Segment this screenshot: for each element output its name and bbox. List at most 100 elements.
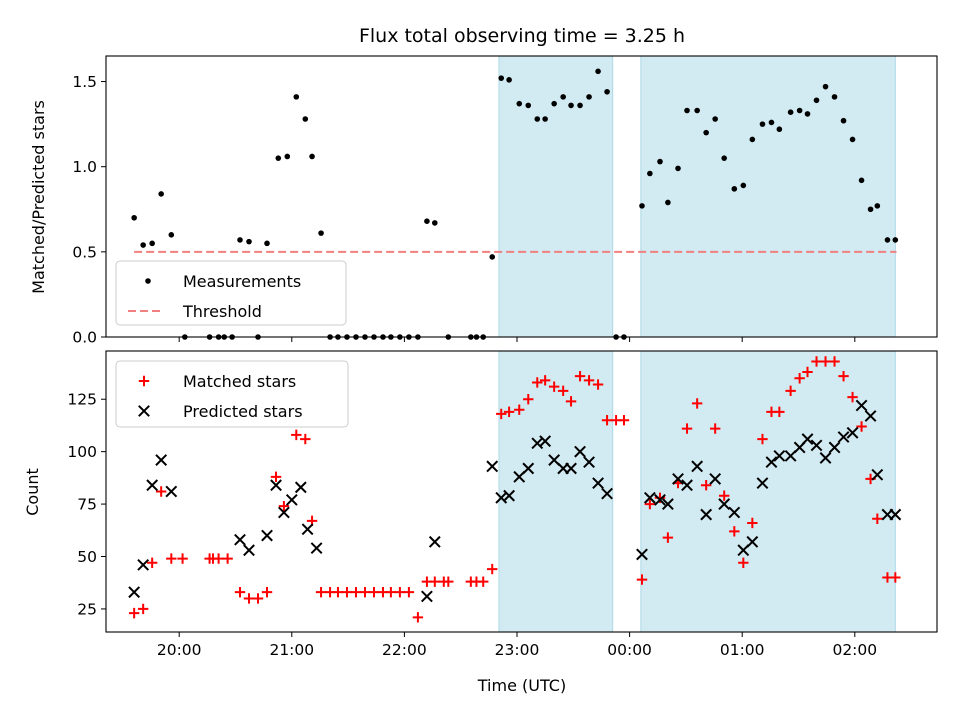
predicted-star-point (574, 445, 586, 458)
measurement-point (776, 126, 783, 133)
measurement-point (849, 136, 856, 143)
matched-star-point (332, 586, 344, 598)
matched-star-point (681, 423, 693, 434)
measurement-point (796, 107, 803, 114)
matched-star-point (514, 404, 525, 415)
matched-star-point (539, 375, 551, 386)
predicted-star-point (270, 479, 282, 492)
bottom-y-tick-label: 50 (77, 548, 97, 566)
measurement-points (131, 68, 899, 340)
matched-star-point (729, 526, 740, 537)
top-legend-box (115, 260, 347, 326)
bottom-shaded-interval (498, 350, 614, 633)
measurement-point (874, 203, 881, 209)
matched-star-point (838, 370, 849, 382)
bottom-y-tick-label: 25 (77, 600, 97, 618)
matched-star-point (429, 576, 440, 587)
predicted-star-point (718, 498, 731, 510)
matched-star-point (709, 423, 721, 434)
measurement-point (140, 242, 146, 248)
chart-title: Flux total observing time = 3.25 h (359, 25, 685, 47)
matched-star-point (802, 366, 813, 378)
bottom-x-ticks: 20:00 21:00 22:00 23:00 00:00 01:00 02:00 (157, 632, 877, 659)
predicted-star-point (301, 523, 314, 536)
predicted-star-point (583, 456, 595, 469)
measurement-point (318, 230, 324, 236)
measurement-point (568, 102, 574, 109)
x-tick-label: 22:00 (382, 641, 427, 659)
predicted-star-point (137, 558, 150, 571)
predicted-star-point (146, 479, 159, 492)
matched-star-point (829, 356, 840, 367)
matched-star-point (177, 553, 188, 564)
matched-star-point (252, 593, 264, 604)
top-shaded-interval (640, 55, 896, 338)
predicted-star-point (643, 491, 656, 504)
matched-star-point (394, 586, 406, 598)
measurement-point (551, 100, 557, 107)
matched-star-point (532, 377, 543, 388)
matched-star-point (811, 356, 822, 367)
matched-star-point (213, 553, 224, 564)
matched-star-point (315, 586, 327, 598)
matched-star-point (557, 385, 569, 397)
matched-star-point (856, 421, 867, 432)
bottom-legend-swatch (138, 405, 150, 417)
measurement-point (525, 102, 532, 109)
measurement-point (712, 116, 718, 122)
x-tick-label: 20:00 (157, 641, 202, 659)
measurement-point (721, 155, 727, 161)
predicted-star-point (548, 454, 561, 466)
matched-star-point (350, 586, 362, 598)
predicted-star-point (691, 460, 704, 473)
predicted-star-point (601, 487, 613, 500)
x-axis-label: Time (UTC) (477, 676, 566, 695)
matched-star-point (496, 408, 507, 420)
measurement-point (542, 116, 548, 122)
predicted-star-point (421, 590, 433, 603)
matched-star-point (222, 553, 233, 564)
predicted-star-point (285, 493, 298, 506)
predicted-star-point (672, 473, 684, 485)
predicted-star-point (294, 481, 307, 494)
x-tick-label: 21:00 (269, 641, 314, 659)
matched-star-point (403, 586, 415, 598)
matched-star-point (691, 398, 703, 409)
bottom-shaded-intervals (498, 350, 896, 633)
measurement-point (595, 68, 601, 75)
measurement-point (731, 186, 738, 192)
matched-star-point (234, 586, 246, 598)
matched-star-point (820, 356, 831, 367)
predicted-star-point (773, 449, 786, 462)
measurement-point (309, 153, 315, 160)
measurement-point (489, 254, 496, 260)
bottom-panel: 25 50 75 100 125 20:00 21:00 22:00 23:00 00:00 01… (23, 350, 938, 695)
matched-star-point (128, 607, 140, 619)
predicted-star-point (709, 473, 722, 485)
top-legend-swatch (145, 278, 151, 284)
matched-star-point (548, 381, 560, 392)
matched-star-point (368, 586, 380, 598)
matched-star-point (443, 576, 454, 587)
measurement-point (703, 129, 709, 136)
predicted-star-point (700, 508, 713, 521)
measurement-point (237, 237, 243, 243)
measurement-point (657, 158, 663, 165)
measurement-point (804, 111, 811, 117)
predicted-star-point (756, 477, 769, 490)
matched-star-point (601, 415, 613, 426)
matched-star-point (847, 391, 858, 403)
matched-star-point (774, 406, 785, 418)
top-y-tick-label: 1.0 (72, 158, 97, 176)
measurement-point (246, 238, 252, 245)
measurement-point (867, 206, 874, 213)
measurement-point (675, 165, 681, 172)
measurement-point (604, 88, 610, 95)
bottom-shaded-interval (640, 350, 896, 633)
predicted-star-point (661, 498, 674, 510)
matched-stars-points (128, 356, 901, 623)
measurement-point (858, 177, 865, 184)
matched-star-point (718, 490, 730, 501)
matched-star-point (487, 563, 498, 575)
